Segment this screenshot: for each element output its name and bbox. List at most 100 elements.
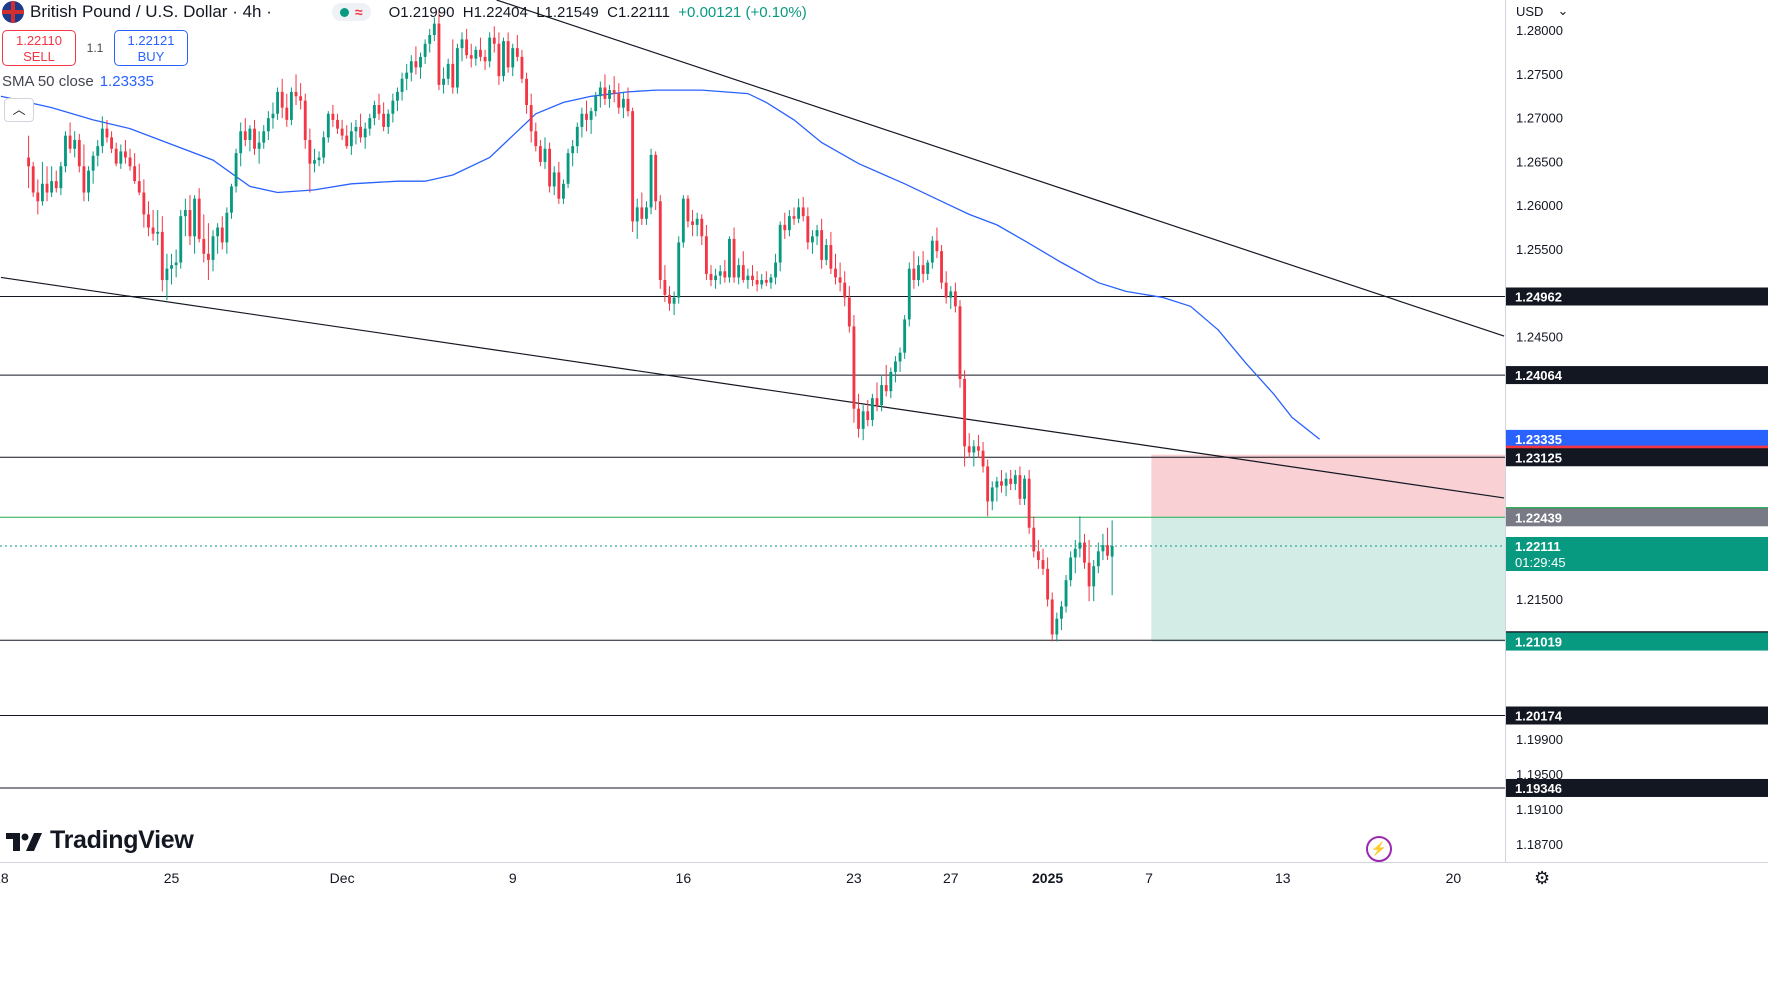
price-axis-tick: 1.21500 [1516,592,1563,607]
price-axis-tick: 1.27500 [1516,67,1563,82]
candle-body [1009,478,1013,484]
market-status-pill[interactable]: ≈ [331,3,371,21]
candle-body [414,61,418,68]
price-axis-tick: 1.24500 [1516,329,1563,344]
candle-body [824,245,828,260]
candle-body [492,37,496,44]
candle-body [262,131,266,143]
sma-label: SMA 50 close [2,73,94,90]
candle-body [580,113,584,127]
wave-icon: ≈ [354,4,363,20]
candle-body [345,135,349,147]
price-label-text: 1.23125 [1515,450,1562,465]
price-label-tag [1506,287,1768,306]
candle-body [432,23,436,36]
candle-body [672,297,676,304]
trade-panel: 1.22110 SELL 1.1 1.22121 BUY [2,30,188,66]
candle-body [1087,562,1091,587]
candle-body [760,280,764,285]
candle-body [82,166,86,193]
candle-body [903,319,907,353]
candle-body [110,137,114,149]
candle-body [677,242,681,298]
candle-body [465,39,469,56]
time-axis-tick: 7 [1145,870,1153,886]
candle-body [917,265,920,281]
candle-body [31,166,35,193]
candle-body [211,236,215,260]
candle-body [603,87,607,99]
candle-body [230,186,233,213]
candle-body [977,446,980,451]
candle-body [645,207,648,219]
candle-body [801,207,805,217]
candle-body [704,236,708,274]
lightning-icon[interactable]: ⚡ [1366,836,1392,862]
currency-selector[interactable]: USD ⌄ [1508,0,1568,22]
price-label-text: 1.24064 [1515,368,1563,383]
gear-icon[interactable]: ⚙ [1534,868,1551,888]
price-label-text: 1.19346 [1515,781,1562,796]
candle-body [294,91,298,97]
candle-body [179,216,183,263]
candle-body [658,201,662,281]
candle-body [451,63,455,88]
sma-legend[interactable]: SMA 50 close 1.23335 [2,73,154,90]
candle-body [248,128,252,141]
ohlc-high: H1.22404 [462,3,528,21]
time-axis-tick: 13 [1275,870,1291,886]
candle-body [119,151,123,164]
candle-body [728,238,731,278]
candle-body [64,135,67,167]
price-label-tag [1506,706,1768,725]
price-axis-tick: 1.18700 [1516,837,1563,852]
time-axis-tick: 20 [1446,870,1462,886]
symbol-title[interactable]: British Pound / U.S. Dollar · 4h · [30,2,272,21]
candle-body [308,140,312,164]
price-label-tag [1506,448,1768,467]
price-label-text: 1.23335 [1515,432,1562,447]
price-label-text: 1.20174 [1515,709,1563,724]
candle-body [972,446,976,453]
candle-body [54,181,58,189]
candle-body [1069,557,1073,581]
candle-body [820,230,824,260]
candle-body [811,236,814,243]
candle-body [1027,478,1031,528]
stop-loss-zone [1151,454,1505,518]
price-label-tag [1506,366,1768,385]
candle-body [829,245,833,269]
candle-body [377,105,381,114]
candle-body [479,49,482,57]
candle-body [737,265,741,278]
price-label-tag [1506,632,1768,651]
ohlc-change: +0.00121 (+0.10%) [678,3,807,21]
candle-body [133,166,137,182]
candle-body [1050,599,1054,635]
candle-body [741,265,745,281]
candle-body [409,61,413,73]
candle-body [188,210,192,237]
candle-body [45,183,49,193]
candle-body [497,43,501,77]
candle-body [156,231,160,234]
time-axis-tick: 16 [676,870,692,886]
candle-body [280,91,284,108]
collapse-legend-button[interactable]: ︿ [4,98,34,122]
buy-button[interactable]: 1.22121 BUY [114,30,188,66]
candle-body [502,41,505,77]
candle-body [68,135,72,149]
candle-body [709,273,713,281]
candle-body [967,446,971,453]
candle-body [276,91,280,114]
candle-body [695,218,699,225]
price-axis-tick: 1.26000 [1516,198,1563,213]
candle-body [206,253,210,260]
sell-button[interactable]: 1.22110 SELL [2,30,76,66]
ohlc-close: C1.22111 [607,3,670,21]
candle-body [243,131,247,141]
upper-trendline [496,0,1505,337]
candles-group [27,11,1114,642]
candle-body [253,128,256,149]
